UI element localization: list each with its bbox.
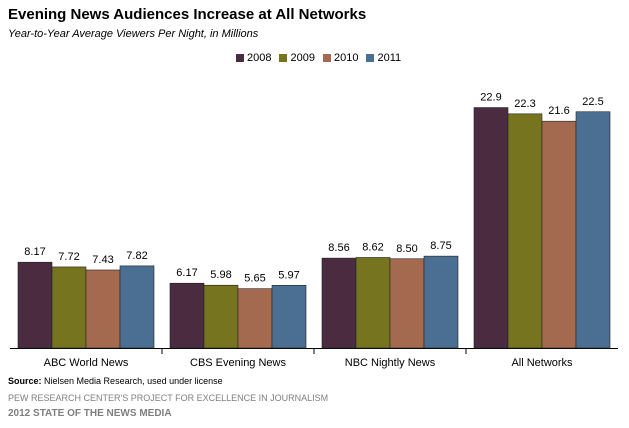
bar-2011-1 [271,285,307,349]
source-note: Source: Nielsen Media Research, used und… [8,376,223,386]
chart-legend: 2008 2009 2010 2011 [236,52,401,64]
category-label: CBS Evening News [190,357,286,369]
legend-label-2009: 2009 [290,52,315,64]
category-label: NBC Nightly News [345,357,436,369]
data-label: 5.98 [210,269,231,281]
data-label: 6.17 [176,267,197,279]
bar-2010-2 [389,258,425,349]
category-label: All Networks [511,357,573,369]
report-credit: 2012 STATE OF THE NEWS MEDIA [8,408,172,419]
data-label: 22.9 [480,92,501,104]
legend-item-2010: 2010 [322,52,359,64]
legend-swatch-2011 [366,54,375,62]
category-label: ABC World News [44,357,129,369]
organization-credit: PEW RESEARCH CENTER'S PROJECT FOR EXCELL… [8,393,329,403]
data-label: 7.43 [92,254,113,266]
data-label: 21.6 [548,105,569,117]
data-label: 7.82 [126,250,147,262]
bar-2011-0 [119,265,155,349]
bar-2010-1 [237,288,273,349]
bar-2010-3 [541,120,577,349]
data-label: 8.50 [396,243,417,255]
data-label: 5.97 [278,269,299,281]
data-label: 8.56 [328,242,349,254]
data-label: 8.75 [430,240,451,252]
bar-2010-0 [85,269,121,349]
bar-2009-1 [203,284,239,349]
bar-2009-0 [51,266,87,349]
data-label: 22.5 [582,96,603,108]
data-label: 8.62 [362,241,383,253]
bar-2009-3 [507,113,543,349]
bar-2011-3 [575,111,611,349]
data-label: 8.17 [24,246,45,258]
bar-2009-2 [355,257,391,349]
data-label: 7.72 [58,251,79,263]
legend-swatch-2010 [322,54,331,62]
source-text: Nielsen Media Research, used under licen… [44,376,223,386]
legend-item-2008: 2008 [236,52,271,64]
data-label: 22.3 [514,98,535,110]
legend-item-2009: 2009 [279,52,315,64]
legend-swatch-2008 [236,54,244,62]
chart-subtitle: Year-to-Year Average Viewers Per Night, … [8,28,259,40]
data-label: 5.65 [244,273,265,285]
bar-2008-0 [17,261,53,349]
bar-2011-2 [423,255,459,349]
legend-item-2011: 2011 [366,52,401,64]
legend-swatch-2009 [279,54,288,62]
chart-title: Evening News Audiences Increase at All N… [8,6,367,23]
source-label: Source: [8,376,42,386]
bar-2008-3 [473,107,509,349]
legend-label-2010: 2010 [333,52,359,64]
bar-2008-2 [321,257,357,349]
bar-2008-1 [169,282,205,349]
legend-label-2011: 2011 [377,52,402,64]
legend-label-2008: 2008 [247,52,272,64]
